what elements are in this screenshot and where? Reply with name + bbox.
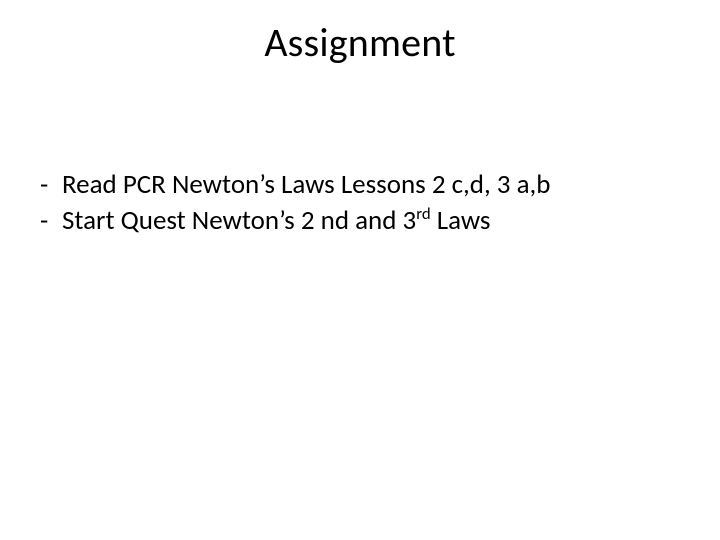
- bullet-marker: -: [40, 168, 62, 202]
- bullet-text: Start Quest Newton’s 2 nd and 3rd Laws: [62, 204, 680, 238]
- ordinal-superscript: rd: [416, 204, 430, 224]
- slide-title: Assignment: [0, 18, 720, 67]
- bullet-text: Read PCR Newton’s Laws Lessons 2 c,d, 3 …: [62, 168, 680, 202]
- bullet-marker: -: [40, 204, 62, 238]
- bullet-text-pre: Start Quest Newton’s 2 nd and 3: [62, 204, 416, 237]
- slide-body: - Read PCR Newton’s Laws Lessons 2 c,d, …: [40, 168, 680, 240]
- list-item: - Start Quest Newton’s 2 nd and 3rd Laws: [40, 204, 680, 238]
- slide: Assignment - Read PCR Newton’s Laws Less…: [0, 0, 720, 540]
- bullet-text-post: Laws: [431, 204, 491, 237]
- list-item: - Read PCR Newton’s Laws Lessons 2 c,d, …: [40, 168, 680, 202]
